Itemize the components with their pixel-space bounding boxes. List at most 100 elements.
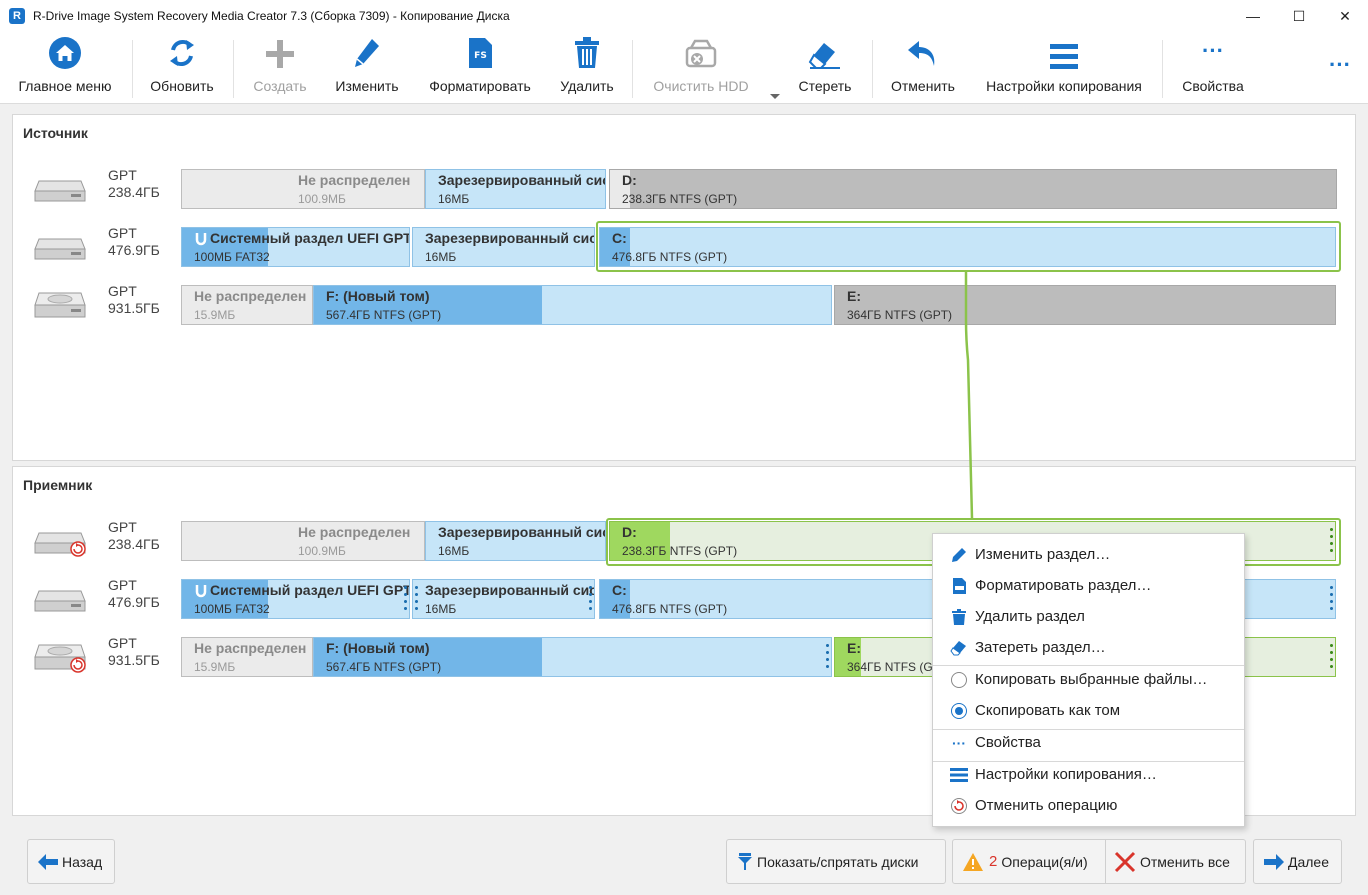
show-hide-label: Показать/спрятать диски <box>757 853 919 870</box>
operations-label: Операци(я/и) <box>1001 853 1088 870</box>
edit-label: Изменить <box>335 78 399 94</box>
ctx-wipe-partition[interactable]: Затереть раздел… <box>933 632 1244 663</box>
clear-hdd-button[interactable]: Очистить HDD <box>648 32 754 104</box>
copy-settings-button[interactable]: Настройки копирования <box>980 32 1148 104</box>
hdd-icon <box>34 238 86 260</box>
minimize-button[interactable]: — <box>1246 8 1260 24</box>
disk-info: GPT 931.5ГБ <box>108 283 160 316</box>
maximize-button[interactable]: ☐ <box>1292 7 1306 24</box>
hdd-target-icon <box>34 532 86 557</box>
clear-hdd-label: Очистить HDD <box>653 78 749 94</box>
operations-group: 2 Операци(я/и) Отменить все <box>952 839 1246 884</box>
partition-uefi[interactable]: Системный раздел UEFI GPT 100МБ FAT32 <box>181 227 410 267</box>
partition-reserved[interactable]: Зарезервированный системой 16МБ <box>425 521 606 561</box>
partition-unallocated[interactable]: Не распределен 15.9МБ <box>181 637 313 677</box>
pencil-icon <box>949 545 969 565</box>
partition-uefi-target[interactable]: Системный раздел UEFI GPT 100МБ FAT32 <box>181 579 410 619</box>
refresh-label: Обновить <box>150 78 214 94</box>
partition-c[interactable]: C: 476.8ГБ NTFS (GPT) <box>599 227 1336 267</box>
home-icon <box>48 32 82 72</box>
uefi-icon <box>195 585 207 598</box>
source-disk-2[interactable]: GPT 476.9ГБ Системный раздел UEFI GPT 100… <box>13 221 1357 272</box>
partition-unallocated[interactable]: Не распределен 15.9МБ <box>181 285 313 325</box>
more-button[interactable]: ··· <box>1320 32 1360 104</box>
create-label: Создать <box>253 78 307 94</box>
copy-settings-label: Настройки копирования <box>986 78 1142 94</box>
radio-unchecked-icon <box>949 670 969 690</box>
partition-unallocated[interactable]: Не распределен 100.9МБ <box>181 521 425 561</box>
undo-icon <box>906 32 940 72</box>
next-label: Далее <box>1288 853 1330 870</box>
format-icon <box>949 576 969 596</box>
partition-unallocated[interactable]: Не распределен 100.9МБ <box>181 169 425 209</box>
partition-e[interactable]: E: 364ГБ NTFS (GPT) <box>834 285 1336 325</box>
ctx-copy-selected-files[interactable]: Копировать выбранные файлы… <box>933 664 1244 695</box>
delete-button[interactable]: Удалить <box>556 32 618 104</box>
undo-button[interactable]: Отменить <box>886 32 960 104</box>
plus-icon <box>264 32 296 72</box>
hdd-icon <box>34 292 86 318</box>
format-button[interactable]: FS Форматировать <box>424 32 536 104</box>
format-icon: FS <box>465 32 495 72</box>
properties-dots-icon: ··· <box>1202 38 1224 63</box>
ctx-delete-partition[interactable]: Удалить раздел <box>933 601 1244 632</box>
ctx-edit-partition[interactable]: Изменить раздел… <box>933 539 1244 570</box>
eraser-icon <box>808 32 842 72</box>
eraser-icon <box>949 638 969 658</box>
hdd-target-icon <box>34 644 86 673</box>
hdd-icon <box>34 590 86 612</box>
settings-list-icon <box>1049 32 1079 72</box>
ctx-properties[interactable]: ··· Свойства <box>933 727 1244 758</box>
disk-info: GPT 476.9ГБ <box>108 577 160 610</box>
partition-f[interactable]: F: (Новый том) 567.4ГБ NTFS (GPT) <box>313 285 832 325</box>
main-menu-button[interactable]: Главное меню <box>14 32 116 104</box>
disk-info: GPT 931.5ГБ <box>108 635 160 668</box>
toolbar: Главное меню Обновить Создать Изменить F… <box>0 32 1368 104</box>
hdd-icon <box>34 180 86 202</box>
undo-label: Отменить <box>891 78 955 94</box>
back-button[interactable]: Назад <box>27 839 115 884</box>
format-label: Форматировать <box>429 78 531 94</box>
ctx-format-partition[interactable]: Форматировать раздел… <box>933 570 1244 601</box>
disk-info: GPT 476.9ГБ <box>108 225 160 258</box>
partition-f-target[interactable]: F: (Новый том) 567.4ГБ NTFS (GPT) <box>313 637 832 677</box>
refresh-button[interactable]: Обновить <box>146 32 218 104</box>
delete-label: Удалить <box>560 78 614 94</box>
undo-all-label: Отменить все <box>1140 853 1230 870</box>
radio-checked-icon <box>949 701 969 721</box>
ctx-undo-operation[interactable]: Отменить операцию <box>933 790 1244 821</box>
app-logo-icon: R <box>9 8 25 24</box>
window-title: R-Drive Image System Recovery Media Crea… <box>33 9 510 23</box>
next-button[interactable]: Далее <box>1253 839 1342 884</box>
title-bar: R R-Drive Image System Recovery Media Cr… <box>0 0 1368 32</box>
partition-reserved[interactable]: Зарезервированный системой 16МБ <box>425 169 606 209</box>
ctx-copy-settings[interactable]: Настройки копирования… <box>933 759 1244 790</box>
ctx-copy-as-volume[interactable]: Скопировать как том <box>933 695 1244 726</box>
partition-reserved-target[interactable]: Зарезервированный системой 16МБ <box>412 579 595 619</box>
show-hide-disks-button[interactable]: Показать/спрятать диски <box>726 839 946 884</box>
source-disk-3[interactable]: GPT 931.5ГБ Не распределен 15.9МБ F: (Нов… <box>13 283 1357 327</box>
edit-button[interactable]: Изменить <box>332 32 402 104</box>
clear-hdd-dropdown[interactable] <box>770 94 780 99</box>
properties-button[interactable]: ··· Свойства <box>1176 32 1250 104</box>
undo-operation-icon <box>949 796 969 816</box>
trash-icon <box>573 32 601 72</box>
erase-button[interactable]: Стереть <box>794 32 856 104</box>
close-button[interactable]: ✕ <box>1339 7 1351 24</box>
partition-reserved[interactable]: Зарезервированный системой 16МБ <box>412 227 595 267</box>
pending-operations-button[interactable]: 2 Операци(я/и) <box>953 840 1105 883</box>
x-icon <box>1114 851 1136 873</box>
source-panel: Источник GPT 238.4ГБ Не распределен 100.9… <box>12 114 1356 461</box>
undo-all-button[interactable]: Отменить все <box>1106 840 1246 883</box>
partition-d[interactable]: D: 238.3ГБ NTFS (GPT) <box>609 169 1337 209</box>
create-button[interactable]: Создать <box>248 32 312 104</box>
uefi-icon <box>195 233 207 246</box>
properties-label: Свойства <box>1182 78 1244 94</box>
warning-icon <box>963 852 983 871</box>
arrow-left-icon <box>38 853 58 870</box>
source-panel-title: Источник <box>23 125 88 141</box>
dots-icon: ··· <box>952 734 966 751</box>
source-disk-1[interactable]: GPT 238.4ГБ Не распределен 100.9МБ Зарезе… <box>13 167 1357 211</box>
pencil-icon <box>352 32 382 72</box>
target-panel-title: Приемник <box>23 477 93 493</box>
